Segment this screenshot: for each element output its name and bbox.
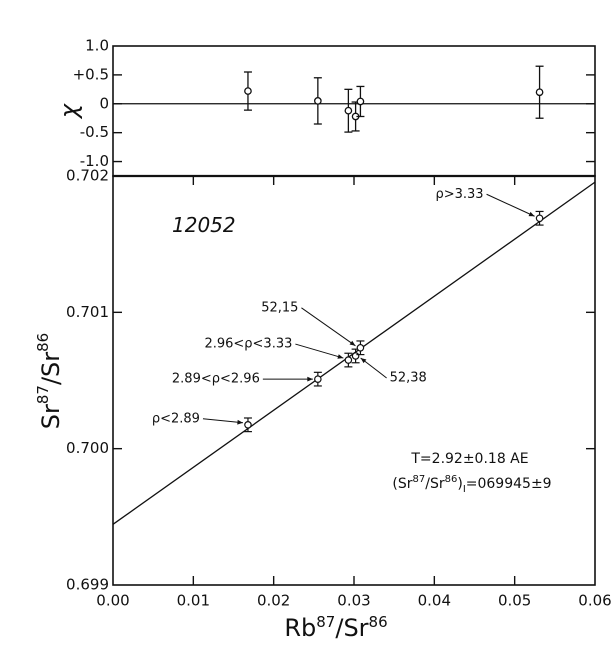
y-tick-label: 0.699	[66, 576, 109, 594]
residual-y-tick-label: -1.0	[80, 152, 109, 170]
isochron-y-ticks: 0.699 0.700 0.701 0.702	[66, 167, 595, 594]
x-tick-label: 0.06	[578, 592, 611, 610]
isochron-xlabel: Rb87/Sr86	[284, 613, 387, 642]
initial-ratio-text: (Sr87/Sr86)I=069945±9	[392, 474, 551, 495]
annotation-arrowhead	[337, 354, 344, 359]
isochron-point	[535, 214, 544, 223]
x-tick-label: 0.01	[177, 592, 210, 610]
annotation-label: 2.96<ρ<3.33	[204, 337, 292, 352]
residual-point	[535, 88, 544, 97]
isochron-point	[244, 421, 252, 429]
annotation-arrow	[295, 343, 344, 359]
annotation-label: 52,38	[390, 370, 427, 385]
residual-point	[313, 97, 322, 105]
y-tick-label: 0.700	[66, 439, 109, 457]
x-tick-label: 0.04	[418, 592, 451, 610]
residual-y-ticks: 1.0 +0.5 0 -0.5 -1.0	[73, 37, 595, 170]
residual-y-tick-label: +0.5	[73, 65, 109, 83]
residual-point	[356, 97, 365, 106]
annotation-arrowhead	[307, 376, 313, 382]
sample-label: 12052	[172, 213, 236, 237]
annotation-label: 52,15	[261, 300, 298, 315]
annotation-arrowhead	[528, 211, 535, 217]
annotation-arrowhead	[237, 419, 243, 425]
annotation-label: ρ<2.89	[152, 411, 200, 426]
residual-point	[244, 87, 252, 95]
x-tick-label: 0.00	[96, 592, 129, 610]
residual-panel-frame	[112, 45, 596, 177]
annotation-arrowhead	[349, 340, 356, 346]
annotation-label: ρ>3.33	[435, 187, 483, 202]
annotation-arrow	[202, 418, 244, 424]
age-text: T=2.92±0.18 AE	[410, 451, 528, 467]
isochron-point	[344, 356, 353, 364]
annotation-arrow	[486, 193, 535, 217]
isochron-point	[356, 343, 365, 352]
point-annotations: ρ<2.89 2.89<ρ<2.96 2.96<ρ<3.33 52,15 52,38 ρ>…	[152, 187, 535, 426]
isochron-ylabel: Sr87/Sr86	[34, 333, 66, 429]
residual-ylabel: χ	[55, 103, 83, 120]
residual-y-tick-label: 1.0	[85, 37, 109, 55]
residual-points	[243, 65, 544, 133]
annotation-arrow	[301, 307, 356, 347]
isochron-points	[243, 210, 544, 433]
residual-y-tick-label: -0.5	[80, 123, 109, 141]
x-tick-label: 0.05	[498, 592, 531, 610]
isochron-x-ticks: 0.00 0.01 0.02 0.03 0.04 0.05 0.06	[96, 176, 612, 610]
annotation-arrowhead	[360, 357, 367, 364]
residual-y-tick-label: 0	[99, 94, 109, 112]
y-tick-label: 0.701	[66, 303, 109, 321]
isochron-point	[314, 375, 322, 383]
isochron-point	[351, 352, 360, 360]
annotation-label: 2.89<ρ<2.96	[172, 372, 260, 387]
x-tick-label: 0.03	[337, 592, 370, 610]
y-tick-label: 0.702	[66, 167, 109, 185]
x-tick-label: 0.02	[257, 592, 290, 610]
residual-point	[344, 106, 353, 115]
